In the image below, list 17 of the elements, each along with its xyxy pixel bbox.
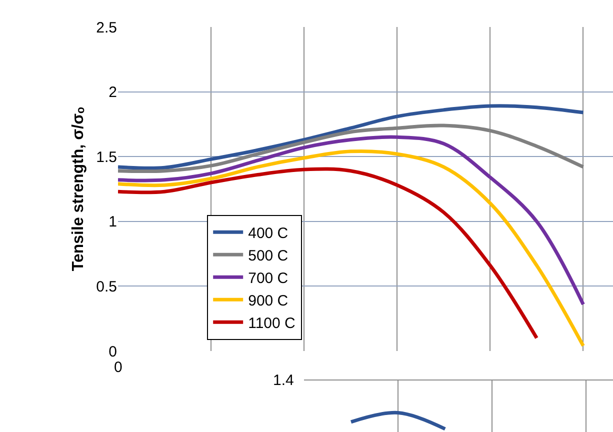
legend-label: 900 C — [248, 292, 288, 310]
y-tick-label: 2 — [108, 84, 117, 102]
y-axis-title: Tensile strength, σ/σₒ — [70, 106, 88, 272]
line-series — [118, 149, 585, 348]
legend-label: 400 C — [248, 225, 288, 242]
y-tick-label: 1 — [108, 214, 117, 231]
legend-label: 700 C — [248, 270, 288, 288]
line-series — [118, 104, 585, 170]
text: 1.4 — [273, 372, 294, 389]
y-tick-label: 1.5 — [96, 148, 117, 166]
y-tick-label: 0 — [108, 343, 117, 360]
line-series — [118, 167, 538, 340]
legend-label: 500 C — [248, 248, 288, 265]
y-tick-label: 2.5 — [96, 19, 117, 36]
y-tick-label: 0.5 — [96, 278, 117, 296]
legend-label: 1100 C — [248, 315, 296, 332]
line-series — [118, 135, 585, 306]
